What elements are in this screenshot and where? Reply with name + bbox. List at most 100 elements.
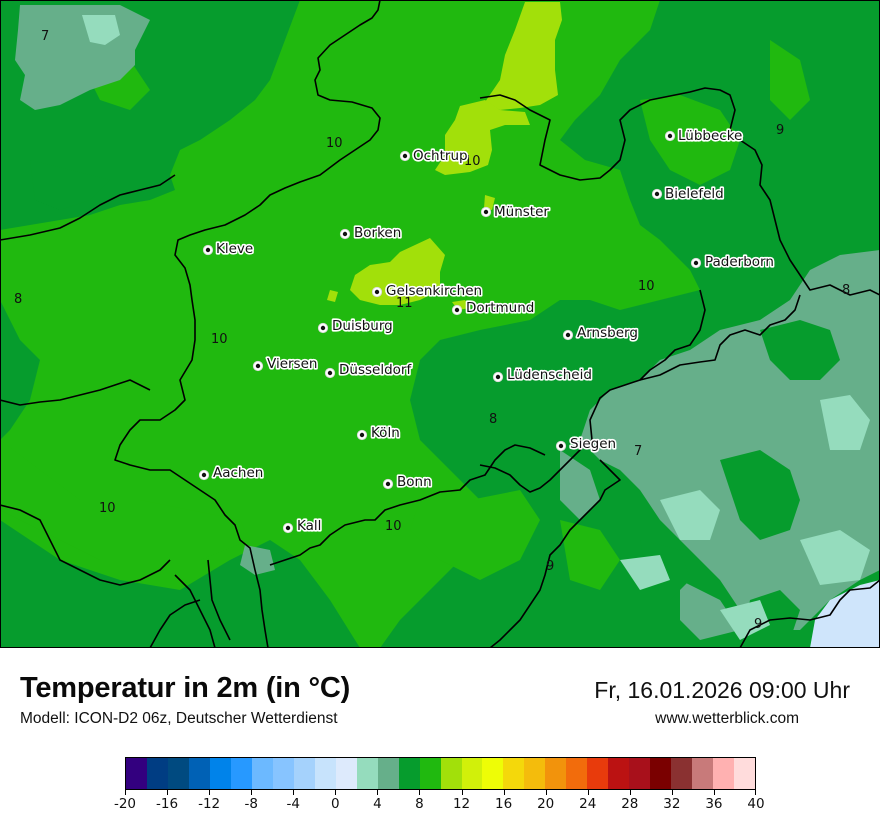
color-legend-ticks: -20 -16 -12 -8 -4 0 4 8 12 16 20 24 28 32 36 40 bbox=[114, 790, 765, 820]
legend-swatch bbox=[440, 758, 462, 789]
website-link[interactable]: www.wetterblick.com bbox=[655, 710, 799, 727]
city-muenster[interactable]: Münster bbox=[480, 202, 551, 222]
svg-text:Dortmund: Dortmund bbox=[466, 300, 534, 316]
legend-swatch bbox=[335, 758, 357, 789]
contour-labels: 7 10 10 9 8 10 8 11 10 8 7 10 10 9 9 bbox=[14, 29, 850, 632]
svg-text:Paderborn: Paderborn bbox=[705, 254, 774, 270]
chart-title: Temperatur in 2m (in °C) bbox=[20, 672, 351, 704]
legend-tick-label: 8 bbox=[415, 796, 424, 812]
legend-tick bbox=[335, 790, 337, 795]
contour-label: 10 bbox=[464, 154, 481, 169]
contour-label: 7 bbox=[41, 29, 49, 44]
temp-zone-12-14 bbox=[327, 2, 562, 310]
legend-swatch bbox=[398, 758, 420, 789]
svg-text:Lübbecke: Lübbecke bbox=[678, 128, 742, 144]
city-paderborn[interactable]: Paderborn bbox=[690, 252, 776, 272]
legend-tick-label: 28 bbox=[621, 796, 639, 812]
legend-tick-label: -16 bbox=[156, 796, 179, 812]
legend-swatch bbox=[251, 758, 273, 789]
legend-tick-label: 36 bbox=[705, 796, 723, 812]
svg-text:Siegen: Siegen bbox=[570, 436, 616, 452]
contour-label: 10 bbox=[385, 519, 402, 534]
city-aachen[interactable]: Aachen bbox=[198, 463, 265, 483]
legend-swatch bbox=[293, 758, 315, 789]
legend-tick bbox=[167, 790, 169, 795]
contour-label: 10 bbox=[326, 136, 343, 151]
city-arnsberg[interactable]: Arnsberg bbox=[562, 323, 640, 343]
forecast-datetime: Fr, 16.01.2026 09:00 Uhr bbox=[594, 677, 850, 703]
legend-tick-label: -12 bbox=[198, 796, 221, 812]
legend-tick-label: 0 bbox=[331, 796, 340, 812]
city-ochtrup[interactable]: Ochtrup bbox=[399, 146, 469, 166]
city-viersen[interactable]: Viersen bbox=[252, 354, 319, 374]
legend-swatch bbox=[482, 758, 504, 789]
legend-tick bbox=[125, 790, 126, 795]
contour-label: 7 bbox=[634, 444, 642, 459]
legend-tick bbox=[293, 790, 295, 795]
temp-zone-0-2 bbox=[810, 580, 880, 648]
legend-tick bbox=[209, 790, 211, 795]
city-markers: Ochtrup Lübbecke Bielefeld Münster Kleve… bbox=[198, 126, 776, 536]
state-borders bbox=[0, 0, 880, 648]
legend-tick bbox=[419, 790, 421, 795]
city-luebbecke[interactable]: Lübbecke bbox=[664, 126, 744, 146]
contour-label: 10 bbox=[99, 501, 116, 516]
legend-swatch bbox=[314, 758, 336, 789]
svg-text:Arnsberg: Arnsberg bbox=[577, 325, 638, 341]
city-duisburg[interactable]: Duisburg bbox=[317, 316, 394, 336]
legend-tick-label: 12 bbox=[452, 796, 471, 812]
legend-swatch bbox=[671, 758, 693, 789]
legend-tick-label: 40 bbox=[747, 796, 765, 812]
city-dortmund[interactable]: Dortmund bbox=[451, 298, 536, 318]
svg-text:Bonn: Bonn bbox=[397, 474, 432, 490]
legend-tick bbox=[629, 790, 631, 795]
contour-label: 8 bbox=[14, 292, 22, 307]
svg-text:Düsseldorf: Düsseldorf bbox=[339, 362, 412, 378]
city-koeln[interactable]: Köln bbox=[356, 423, 401, 443]
legend-tick-label: 24 bbox=[579, 796, 597, 812]
legend-tick-label: -8 bbox=[244, 796, 258, 812]
legend-tick bbox=[377, 790, 379, 795]
city-kall[interactable]: Kall bbox=[282, 516, 323, 536]
city-luedenscheid[interactable]: Lüdenscheid bbox=[492, 365, 594, 385]
city-borken[interactable]: Borken bbox=[339, 223, 403, 243]
legend-swatch bbox=[167, 758, 189, 789]
legend-swatch bbox=[650, 758, 672, 789]
city-duesseldorf[interactable]: Düsseldorf bbox=[324, 360, 414, 380]
city-siegen[interactable]: Siegen bbox=[555, 434, 618, 454]
city-bielefeld[interactable]: Bielefeld bbox=[651, 184, 725, 204]
svg-text:Kleve: Kleve bbox=[216, 241, 253, 257]
city-kleve[interactable]: Kleve bbox=[202, 239, 255, 259]
temp-zone-10-12-patches bbox=[0, 40, 810, 590]
svg-text:Duisburg: Duisburg bbox=[332, 318, 393, 334]
legend-tick-label: 4 bbox=[373, 796, 382, 812]
legend-tick bbox=[671, 790, 673, 795]
svg-text:Gelsenkirchen: Gelsenkirchen bbox=[386, 283, 482, 299]
svg-text:Viersen: Viersen bbox=[267, 356, 317, 372]
legend-tick bbox=[545, 790, 547, 795]
legend-swatch bbox=[587, 758, 609, 789]
city-gelsenkirchen[interactable]: Gelsenkirchen bbox=[371, 281, 484, 301]
model-source: Modell: ICON-D2 06z, Deutscher Wetterdie… bbox=[20, 710, 338, 727]
svg-text:Ochtrup: Ochtrup bbox=[413, 148, 468, 164]
contour-label: 9 bbox=[546, 559, 554, 574]
contour-label: 9 bbox=[776, 123, 784, 138]
legend-swatch bbox=[377, 758, 399, 789]
contour-label: 10 bbox=[638, 279, 655, 294]
legend-tick-label: -4 bbox=[286, 796, 300, 812]
legend-tick-label: -20 bbox=[113, 796, 137, 812]
legend-tick bbox=[713, 790, 715, 795]
temp-zone-4-6 bbox=[82, 15, 870, 640]
legend-swatch bbox=[126, 758, 147, 789]
svg-text:Aachen: Aachen bbox=[213, 465, 263, 481]
legend-swatch bbox=[692, 758, 714, 789]
legend-tick bbox=[755, 790, 756, 795]
legend-swatch bbox=[524, 758, 546, 789]
contour-label: 9 bbox=[754, 617, 762, 632]
legend-swatch bbox=[209, 758, 231, 789]
legend-swatch bbox=[356, 758, 378, 789]
legend-swatch bbox=[608, 758, 630, 789]
city-bonn[interactable]: Bonn bbox=[382, 472, 433, 492]
legend-swatch bbox=[419, 758, 441, 789]
contour-label: 11 bbox=[396, 296, 413, 311]
